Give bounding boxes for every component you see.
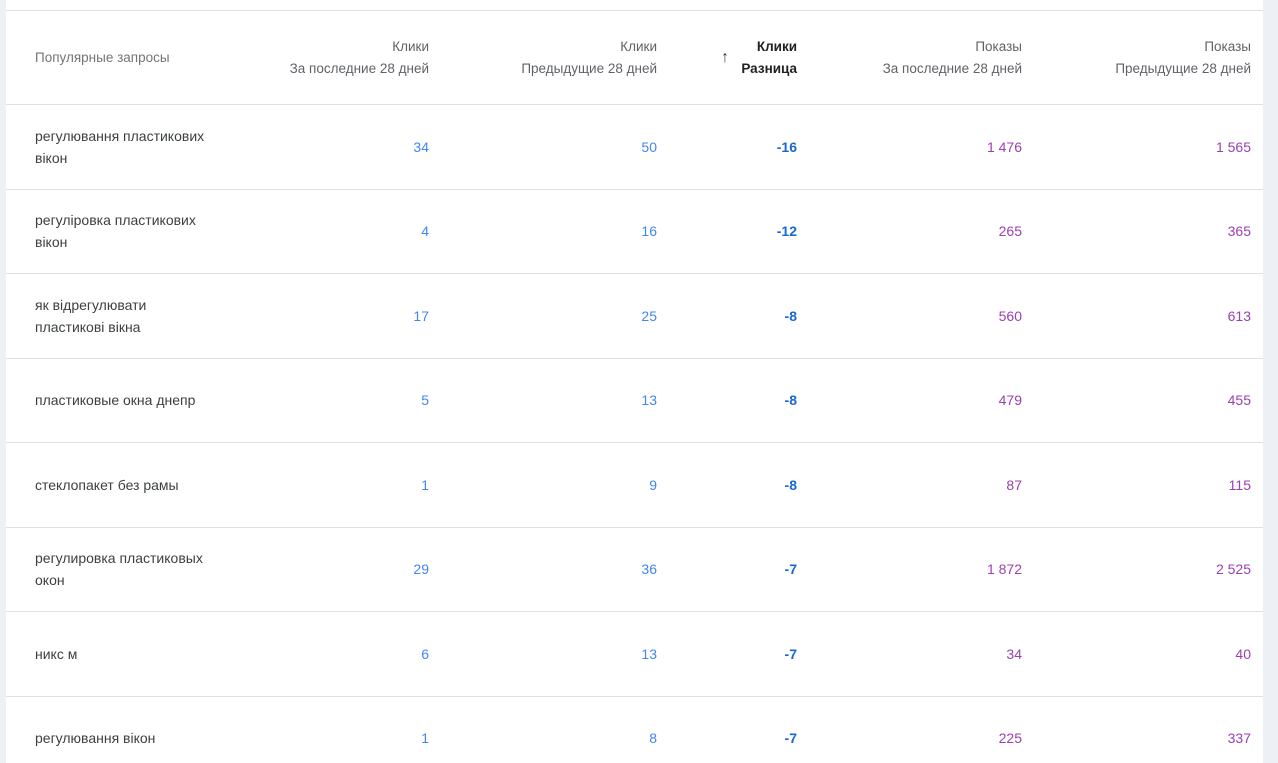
clicks-diff-cell: -7 — [784, 561, 797, 578]
column-header-impressions-prev-28[interactable]: Показы Предыдущие 28 дней — [1022, 36, 1251, 80]
query-row[interactable]: регулювання вікон 1 8 -7 225 337 — [6, 697, 1263, 763]
column-header-line1: Клики — [756, 38, 797, 54]
query-cell: регулировка пластиковых окон — [35, 550, 203, 589]
clicks-prev-cell: 13 — [641, 645, 657, 662]
clicks-last-cell: 1 — [421, 730, 429, 747]
column-header-impressions-last-28[interactable]: Показы За последние 28 дней — [797, 36, 1022, 80]
column-header-line1: Показы — [975, 38, 1022, 54]
query-cell: регуліровка пластикових вікон — [35, 212, 196, 251]
impressions-prev-cell: 115 — [1228, 476, 1251, 493]
clicks-last-cell: 5 — [421, 392, 429, 409]
impressions-prev-cell: 337 — [1227, 730, 1251, 747]
query-cell: пластиковые окна днепр — [35, 392, 196, 409]
sort-arrow-up-icon: ↑ — [721, 48, 729, 66]
column-header-line2: Предыдущие 28 дней — [1115, 60, 1251, 76]
clicks-last-cell: 34 — [413, 138, 429, 155]
column-header-line2: Предыдущие 28 дней — [521, 60, 657, 76]
clicks-last-cell: 4 — [421, 223, 429, 240]
query-cell: регулювання пластикових вікон — [35, 127, 205, 166]
query-cell: никс м — [35, 645, 78, 662]
clicks-prev-cell: 9 — [649, 476, 657, 493]
table-body: регулювання пластикових вікон 34 50 -16 … — [6, 105, 1263, 763]
impressions-last-cell: 479 — [998, 392, 1022, 409]
clicks-last-cell: 6 — [421, 645, 429, 662]
impressions-last-cell: 560 — [998, 307, 1022, 324]
table-top-spacer — [6, 0, 1263, 10]
column-header-line2: За последние 28 дней — [289, 60, 429, 76]
query-row[interactable]: як відрегулювати пластикові вікна 17 25 … — [6, 274, 1263, 359]
impressions-prev-cell: 40 — [1235, 645, 1251, 662]
impressions-last-cell: 265 — [998, 223, 1022, 240]
impressions-prev-cell: 455 — [1227, 392, 1251, 409]
page-background-right — [1263, 0, 1278, 763]
impressions-last-cell: 34 — [1006, 645, 1022, 662]
column-header-line2: Разница — [741, 60, 797, 76]
column-header-line1: Показы — [1204, 38, 1251, 54]
column-header-line1: Клики — [392, 38, 429, 54]
query-row[interactable]: регуліровка пластикових вікон 4 16 -12 2… — [6, 190, 1263, 274]
query-row[interactable]: регулювання пластикових вікон 34 50 -16 … — [6, 105, 1263, 190]
table-header-row: Популярные запросы Клики За последние 28… — [6, 10, 1263, 105]
query-row[interactable]: пластиковые окна днепр 5 13 -8 479 455 — [6, 359, 1263, 443]
query-cell: регулювання вікон — [35, 730, 156, 747]
clicks-diff-cell: -16 — [776, 138, 797, 155]
column-header-line1: Клики — [620, 38, 657, 54]
clicks-last-cell: 17 — [413, 307, 429, 324]
clicks-prev-cell: 16 — [641, 223, 657, 240]
clicks-diff-cell: -8 — [784, 392, 797, 409]
clicks-diff-cell: -8 — [784, 476, 797, 493]
query-row[interactable]: регулировка пластиковых окон 29 36 -7 1 … — [6, 528, 1263, 612]
query-row[interactable]: стеклопакет без рамы 1 9 -8 87 115 — [6, 443, 1263, 528]
impressions-prev-cell: 365 — [1227, 223, 1251, 240]
clicks-diff-cell: -12 — [776, 223, 797, 240]
clicks-prev-cell: 25 — [641, 307, 657, 324]
clicks-prev-cell: 8 — [649, 730, 657, 747]
impressions-prev-cell: 613 — [1227, 307, 1251, 324]
column-header-line2: За последние 28 дней — [882, 60, 1022, 76]
clicks-diff-cell: -8 — [784, 307, 797, 324]
impressions-prev-cell: 1 565 — [1215, 138, 1251, 155]
clicks-prev-cell: 13 — [641, 392, 657, 409]
popular-queries-table: Популярные запросы Клики За последние 28… — [6, 0, 1263, 763]
page-background-left — [0, 0, 6, 763]
clicks-diff-cell: -7 — [784, 645, 797, 662]
query-cell: стеклопакет без рамы — [35, 476, 179, 493]
column-header-clicks-difference[interactable]: ↑ Клики Разница — [657, 36, 797, 80]
impressions-last-cell: 1 476 — [986, 138, 1022, 155]
clicks-prev-cell: 50 — [641, 138, 657, 155]
clicks-last-cell: 29 — [413, 561, 429, 578]
clicks-prev-cell: 36 — [641, 561, 657, 578]
impressions-last-cell: 225 — [998, 730, 1022, 747]
column-header-clicks-prev-28[interactable]: Клики Предыдущие 28 дней — [429, 36, 657, 80]
column-header-clicks-last-28[interactable]: Клики За последние 28 дней — [205, 36, 429, 80]
clicks-diff-cell: -7 — [784, 730, 797, 747]
clicks-last-cell: 1 — [421, 476, 429, 493]
impressions-last-cell: 87 — [1006, 476, 1022, 493]
column-header-queries[interactable]: Популярные запросы — [35, 50, 170, 65]
impressions-prev-cell: 2 525 — [1215, 561, 1251, 578]
impressions-last-cell: 1 872 — [986, 561, 1022, 578]
query-row[interactable]: никс м 6 13 -7 34 40 — [6, 612, 1263, 697]
query-cell: як відрегулювати пластикові вікна — [35, 296, 147, 335]
